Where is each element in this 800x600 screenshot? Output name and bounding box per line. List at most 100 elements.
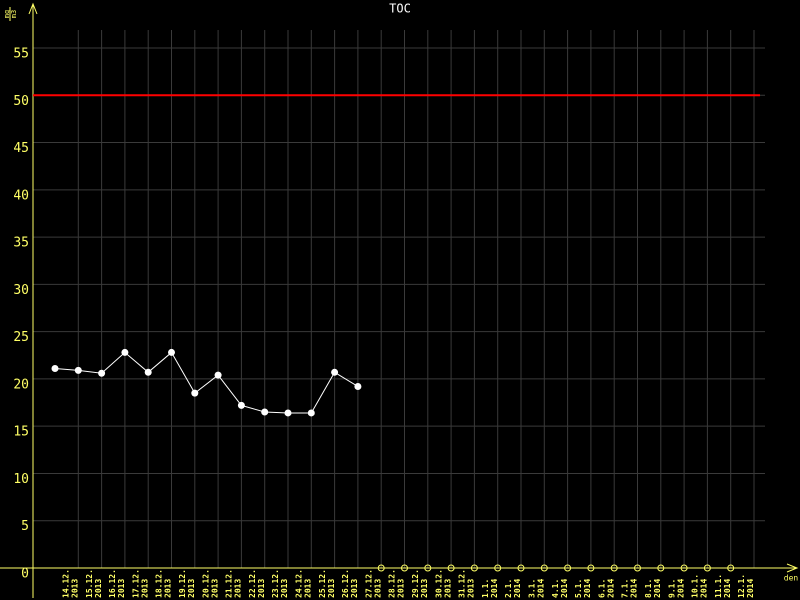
x-tick-label-line: 7.1. [621,579,630,598]
x-tick-label-line: 23.12. [271,569,280,598]
missing-marker [657,564,665,572]
x-tick-label-line: 15.12. [85,569,94,598]
x-tick-label: 7.1. 2014 [621,579,639,598]
missing-marker [540,564,548,572]
x-tick-label-line: 2013 [373,579,382,598]
x-tick-label-line: 22.12. [248,569,257,598]
x-tick-label-line: 30.12. [434,569,443,598]
x-tick-label-line: 2014 [490,579,499,598]
x-tick-label-line: 24.12. [295,569,304,598]
x-tick-label-line: 6.1. [597,579,606,598]
missing-marker [634,564,641,572]
y-tick-label: 40 [13,188,29,203]
x-tick-label: 25.12. 2013 [318,569,336,598]
x-tick-label-line: 29.12. [411,569,420,598]
x-tick-label-line: 2014 [606,579,615,598]
x-tick-label: 31.12. 2013 [458,569,476,598]
x-tick-label: 23.12. 2013 [271,569,289,598]
y-unit-bottom: m3 [10,10,18,18]
x-tick-label-line: 2014 [723,579,732,598]
missing-marker [703,564,711,572]
x-tick-label: 18.12. 2013 [155,569,173,598]
x-tick-label: 4.1. 2014 [551,579,569,598]
missing-marker [470,564,478,572]
x-tick-label-line: 2013 [467,579,476,598]
missing-marker [447,564,455,572]
x-tick-label: 5.1. 2014 [574,579,592,598]
point [261,408,269,416]
x-tick-label-line: 2014 [560,579,569,598]
missing-marker [401,564,408,572]
x-tick-label-line: 19.12. [178,569,187,598]
x-tick-label-line: 1.1. [481,579,490,598]
x-tick-label: 2.1. 2014 [504,579,522,598]
x-tick-label-line: 25.12. [318,569,327,598]
point [144,368,152,376]
x-tick-label-line: 2013 [280,579,289,598]
y-tick-label: 20 [13,377,29,392]
x-tick-label: 3.1. 2014 [528,579,546,598]
x-tick-label-line: 10.1. [691,574,700,598]
x-tick-label: 12.1. 2014 [737,574,755,598]
y-tick-label: 10 [13,472,29,487]
x-tick-label: 21.12. 2013 [225,569,243,598]
x-tick-label-line: 2013 [304,579,313,598]
point [214,371,222,379]
x-tick-label-line: 2013 [443,579,452,598]
x-tick-label-line: 2013 [420,579,429,598]
x-tick-label: 14.12. 2013 [62,569,80,598]
x-tick-label: 8.1. 2014 [644,579,662,598]
x-tick-label-line: 28.12. [388,569,397,598]
x-tick-label-line: 9.1. [667,579,676,598]
point [191,389,199,397]
x-tick-label-line: 2013 [187,579,196,598]
x-tick-label: 1.1. 2014 [481,579,499,598]
point [331,368,339,376]
x-tick-label-line: 11.1. [714,574,723,598]
x-tick-label-line: 18.12. [155,569,164,598]
point [74,366,82,374]
x-tick-label-line: 2.1. [504,579,513,598]
x-tick-label-line: 2013 [210,579,219,598]
point [121,348,129,356]
x-tick-label: 10.1. 2014 [691,574,709,598]
missing-marker [494,564,502,572]
missing-marker [564,564,572,572]
x-tick-label-line: 14.12. [62,569,71,598]
y-tick-label: 15 [13,425,29,440]
x-tick-label-line: 12.1. [737,574,746,598]
data-line [54,351,359,414]
missing-marker [424,564,432,572]
y-tick-label: 25 [13,330,29,345]
missing-marker [610,564,618,572]
y-tick-label: 55 [13,47,29,62]
x-tick-label-line: 26.12. [341,569,350,598]
y-unit: mg m3 [3,7,18,21]
chart-title: TOC [389,2,411,16]
x-tick-label-line: 8.1. [644,579,653,598]
missing-marker [587,564,595,572]
x-tick-label-line: 2014 [537,579,546,598]
y-tick-label: 5 [21,519,29,534]
x-tick-label-line: 2013 [164,579,173,598]
y-tick-label: 30 [13,283,29,298]
y-tick-label: 0 [21,567,29,582]
x-tick-label-line: 2013 [94,579,103,598]
x-tick-label-line: 16.12. [108,569,117,598]
x-tick-label: 9.1. 2014 [667,579,685,598]
x-tick-label-line: 21.12. [225,569,234,598]
x-axis-label: den [784,574,799,583]
x-tick-label-line: 2013 [397,579,406,598]
missing-marker [377,564,385,572]
point [307,409,315,417]
missing-marker [517,564,525,572]
x-tick-label: 28.12. 2013 [388,569,406,598]
x-tick-label: 11.1. 2014 [714,574,732,598]
x-tick-label-line: 2014 [653,579,662,598]
y-tick-label: 50 [13,94,29,109]
missing-marker [727,564,735,572]
y-unit-top: mg [3,10,11,18]
